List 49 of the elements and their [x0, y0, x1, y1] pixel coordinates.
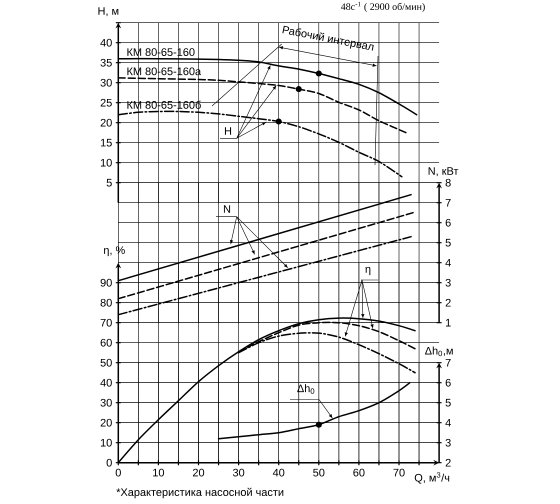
annotation: η — [366, 266, 370, 276]
x-tick-label: 70 — [393, 468, 405, 476]
x-tick-label: 50 — [313, 468, 324, 476]
y-tick-label: 80 — [100, 298, 112, 307]
y-tick-label: 15 — [100, 138, 112, 147]
annotation: H — [224, 127, 232, 135]
annotation: N — [224, 205, 230, 213]
y-tick-label: 20 — [100, 418, 112, 427]
y-tick-label: 7 — [446, 358, 451, 366]
y-tick-label: 1 — [446, 318, 451, 326]
y-tick-label: 60 — [100, 338, 112, 347]
chart-subtitle: 48с$^{-1}$ ( 2900 об/мин) — [340, 2, 425, 12]
y-tick-label: 40 — [100, 378, 112, 387]
y-tick-label: 10 — [100, 438, 112, 447]
y-tick-label: 5 — [446, 398, 451, 407]
y-tick-label: 7 — [446, 198, 451, 206]
text: *Характеристика насосной части — [116, 488, 284, 498]
y-tick-label: 40 — [100, 38, 112, 47]
x-tick-label: 40 — [272, 468, 284, 476]
y-tick-label: 0 — [106, 458, 112, 467]
y-tick-label: 25 — [100, 98, 112, 107]
y-tick-label: 10 — [100, 158, 112, 167]
y-tick-label: 20 — [100, 118, 112, 127]
y-tick-label: 2 — [446, 458, 451, 467]
y-tick-label: 4 — [445, 258, 451, 266]
y-axis-title: Δh$_{0}$,м — [425, 346, 453, 356]
x-tick-label: 20 — [192, 468, 204, 476]
y-tick-label: 50 — [100, 358, 112, 367]
y-tick-label: 8 — [446, 178, 451, 187]
y-tick-label: 30 — [100, 78, 112, 87]
y-tick-label: 4 — [445, 418, 451, 426]
y-axis-title: N, кВт — [428, 167, 458, 176]
y-tick-label: 90 — [100, 278, 112, 287]
y-tick-label: 5 — [446, 238, 451, 247]
y-tick-label: 30 — [100, 398, 112, 407]
x-tick-label: 30 — [232, 468, 244, 476]
y-tick-label: 2 — [446, 298, 451, 307]
y-tick-label: 3 — [446, 278, 451, 287]
y-tick-label: 6 — [446, 218, 451, 227]
y-tick-label: 6 — [446, 378, 451, 387]
y-tick-label: 70 — [100, 318, 112, 327]
x-tick-label: 60 — [353, 468, 365, 476]
x-tick-label: 0 — [116, 468, 121, 476]
x-axis-title: Q, м$^{3}$/ч — [414, 472, 450, 484]
y-tick-label: 5 — [106, 178, 112, 187]
y-axis-title: H, м — [98, 7, 118, 16]
x-tick-label: 10 — [153, 468, 164, 476]
y-tick-label: 35 — [100, 58, 112, 67]
y-tick-label: 3 — [446, 438, 451, 447]
